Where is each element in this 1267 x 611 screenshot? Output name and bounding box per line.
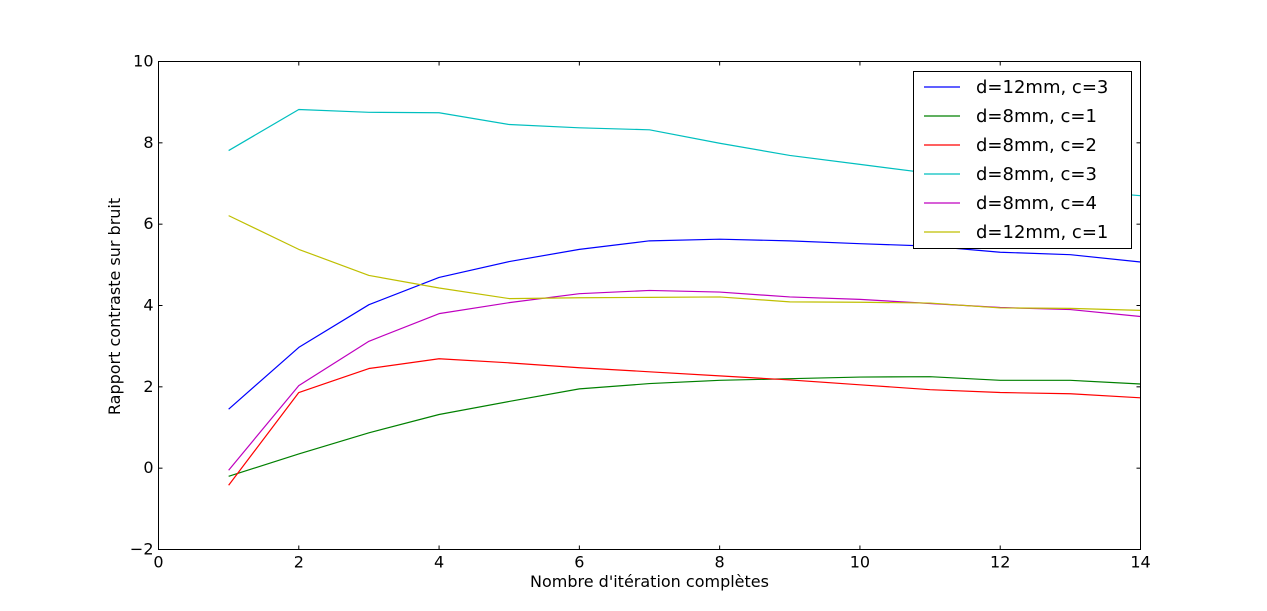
series-line-2 bbox=[228, 376, 1141, 477]
x-axis-label: Nombre d'itération complètes bbox=[530, 572, 769, 591]
y-tick-label: 4 bbox=[143, 296, 153, 315]
series-lines bbox=[228, 108, 1141, 486]
legend-label-3: d=8mm, c=2 bbox=[976, 135, 1097, 156]
series-line-6 bbox=[228, 215, 1141, 311]
legend-label-5: d=8mm, c=4 bbox=[976, 193, 1097, 214]
legend: d=12mm, c=3 d=8mm, c=1 d=8mm, c=2 d=8mm, c=… bbox=[913, 71, 1132, 249]
x-tick-label: 2 bbox=[294, 553, 304, 572]
x-tick-label: 12 bbox=[990, 553, 1010, 572]
legend-label-4: d=8mm, c=3 bbox=[976, 164, 1097, 185]
y-tick-label: 2 bbox=[143, 377, 153, 396]
x-tick-label: 14 bbox=[1130, 553, 1150, 572]
x-tick-label: 4 bbox=[434, 553, 444, 572]
y-tick-label: 8 bbox=[143, 133, 153, 152]
y-tick-label: 10 bbox=[133, 52, 153, 71]
x-tick-label: 6 bbox=[574, 553, 584, 572]
series-line-3 bbox=[228, 358, 1141, 486]
y-tick-label: 0 bbox=[143, 458, 153, 477]
y-tick-label: −2 bbox=[130, 540, 154, 559]
legend-label-1: d=12mm, c=3 bbox=[976, 77, 1108, 98]
y-axis-label: Rapport contraste sur bruit bbox=[105, 198, 124, 415]
legend-label-6: d=12mm, c=1 bbox=[976, 222, 1108, 243]
x-tick-label: 0 bbox=[153, 553, 163, 572]
legend-label-2: d=8mm, c=1 bbox=[976, 106, 1097, 127]
x-tick-label: 10 bbox=[850, 553, 870, 572]
legend-box bbox=[913, 71, 1132, 249]
x-tick-label: 8 bbox=[715, 553, 725, 572]
series-line-1 bbox=[228, 238, 1141, 410]
y-tick-label: 6 bbox=[143, 214, 153, 233]
